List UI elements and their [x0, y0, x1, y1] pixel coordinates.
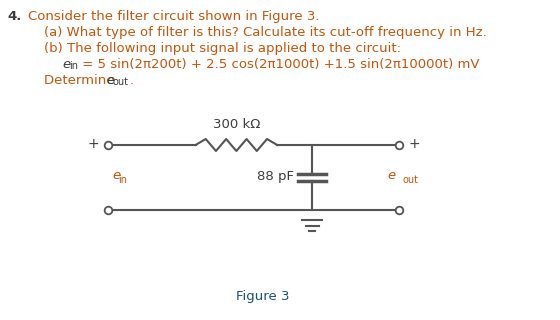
Text: 300 kΩ: 300 kΩ: [213, 118, 260, 131]
Text: out: out: [402, 174, 418, 185]
Text: 4.: 4.: [7, 10, 22, 23]
Text: Figure 3: Figure 3: [236, 290, 290, 303]
Text: +: +: [87, 137, 99, 151]
Text: (a) What type of filter is this? Calculate its cut-off frequency in Hz.: (a) What type of filter is this? Calcula…: [44, 26, 487, 39]
Text: Consider the filter circuit shown in Figure 3.: Consider the filter circuit shown in Fig…: [27, 10, 319, 23]
Text: (b) The following input signal is applied to the circuit:: (b) The following input signal is applie…: [44, 42, 401, 55]
Text: +: +: [408, 137, 420, 151]
Text: e: e: [62, 58, 71, 71]
Text: in: in: [118, 174, 128, 185]
Text: out: out: [113, 77, 129, 87]
Text: in: in: [69, 61, 78, 71]
Text: Determine: Determine: [44, 74, 119, 87]
Text: e: e: [112, 169, 120, 182]
Text: 88 pF: 88 pF: [256, 170, 294, 183]
Text: .: .: [129, 74, 133, 87]
Text: = 5 sin(2π200t) + 2.5 cos(2π1000t) +1.5 sin(2π10000t) mV: = 5 sin(2π200t) + 2.5 cos(2π1000t) +1.5 …: [78, 58, 479, 71]
Text: e: e: [388, 169, 395, 182]
Text: e: e: [106, 74, 115, 87]
